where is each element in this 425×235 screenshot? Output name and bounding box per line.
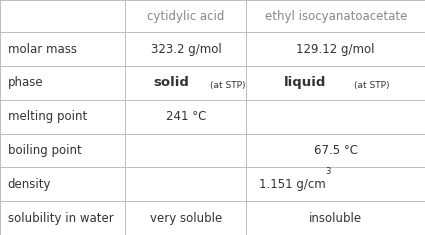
- Text: solid: solid: [153, 76, 190, 89]
- Text: ethyl isocyanatoacetate: ethyl isocyanatoacetate: [264, 10, 407, 23]
- Text: 1.151 g/cm: 1.151 g/cm: [259, 178, 326, 191]
- Text: 3: 3: [325, 167, 331, 176]
- Text: boiling point: boiling point: [8, 144, 82, 157]
- Text: 129.12 g/mol: 129.12 g/mol: [297, 43, 375, 56]
- Text: solubility in water: solubility in water: [8, 212, 113, 225]
- Text: (at STP): (at STP): [354, 81, 389, 90]
- Text: insoluble: insoluble: [309, 212, 362, 225]
- Text: melting point: melting point: [8, 110, 87, 123]
- Text: very soluble: very soluble: [150, 212, 222, 225]
- Text: liquid: liquid: [284, 76, 326, 89]
- Text: 323.2 g/mol: 323.2 g/mol: [150, 43, 221, 56]
- Text: 241 °C: 241 °C: [166, 110, 206, 123]
- Text: 67.5 °C: 67.5 °C: [314, 144, 358, 157]
- Text: cytidylic acid: cytidylic acid: [147, 10, 225, 23]
- Text: phase: phase: [8, 76, 43, 89]
- Text: molar mass: molar mass: [8, 43, 77, 56]
- Text: (at STP): (at STP): [210, 81, 246, 90]
- Text: density: density: [8, 178, 51, 191]
